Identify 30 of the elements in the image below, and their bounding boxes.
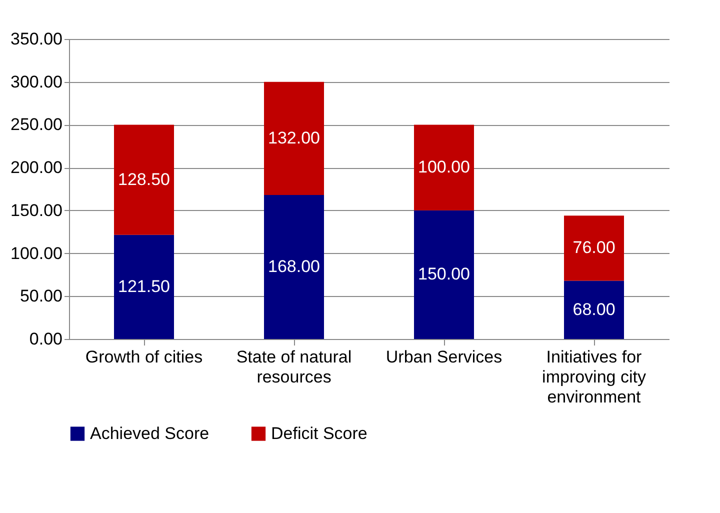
x-tick-label: Initiatives for improving city environment	[542, 348, 646, 406]
y-tick-label: 200.00	[10, 158, 62, 178]
x-tick-label: Growth of cities	[85, 348, 203, 366]
x-tick-label: State of natural resources	[236, 348, 352, 386]
legend-label: Deficit Score	[271, 424, 368, 443]
data-label: 121.50	[118, 276, 170, 296]
y-tick-label: 50.00	[20, 286, 62, 306]
bar	[264, 82, 324, 195]
bar	[564, 216, 624, 281]
data-label: 132.00	[268, 128, 320, 148]
y-tick-label: 100.00	[10, 244, 62, 263]
bar	[414, 124, 474, 210]
data-label: 76.00	[572, 238, 616, 258]
bar	[114, 124, 174, 235]
data-label: 68.00	[572, 300, 616, 319]
bar	[114, 234, 174, 339]
y-tick-label: 350.00	[10, 30, 62, 48]
bar	[414, 210, 474, 339]
data-label: 150.00	[418, 264, 470, 284]
bar	[264, 195, 324, 339]
y-tick-label: 300.00	[10, 72, 62, 92]
bar	[564, 280, 624, 339]
y-tick-label: 250.00	[10, 115, 62, 134]
x-tick-label: Urban Services	[386, 348, 502, 366]
y-tick-label: 0.00	[29, 330, 62, 348]
data-label: 100.00	[418, 158, 470, 177]
legend-label: Achieved Score	[90, 424, 210, 443]
data-label: 168.00	[268, 257, 320, 276]
data-label: 128.50	[118, 170, 170, 189]
y-tick-label: 150.00	[10, 200, 62, 220]
